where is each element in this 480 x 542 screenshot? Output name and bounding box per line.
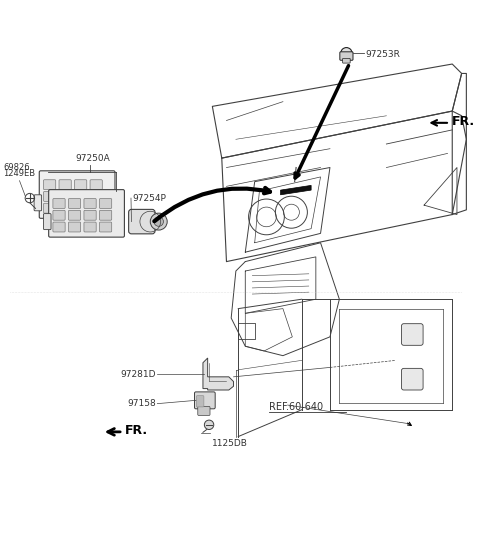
FancyBboxPatch shape <box>99 198 112 209</box>
FancyBboxPatch shape <box>196 396 204 407</box>
FancyBboxPatch shape <box>74 180 87 190</box>
FancyBboxPatch shape <box>69 210 81 220</box>
FancyBboxPatch shape <box>84 222 96 232</box>
FancyBboxPatch shape <box>90 203 102 213</box>
FancyBboxPatch shape <box>401 369 423 390</box>
Text: 69826: 69826 <box>3 163 30 172</box>
FancyBboxPatch shape <box>129 209 155 234</box>
Text: REF.60-640: REF.60-640 <box>269 402 323 412</box>
Text: 1125DB: 1125DB <box>212 439 248 448</box>
FancyBboxPatch shape <box>99 210 112 220</box>
Polygon shape <box>203 358 234 390</box>
Text: 97253R: 97253R <box>365 50 400 59</box>
FancyBboxPatch shape <box>69 198 81 209</box>
FancyBboxPatch shape <box>194 392 215 409</box>
FancyBboxPatch shape <box>44 180 56 190</box>
FancyBboxPatch shape <box>74 191 87 202</box>
FancyBboxPatch shape <box>84 210 96 220</box>
FancyBboxPatch shape <box>99 222 112 232</box>
FancyBboxPatch shape <box>90 191 102 202</box>
FancyBboxPatch shape <box>44 203 56 213</box>
Text: 97250A: 97250A <box>75 154 110 163</box>
FancyBboxPatch shape <box>59 191 71 202</box>
FancyBboxPatch shape <box>48 190 124 237</box>
FancyBboxPatch shape <box>39 171 115 218</box>
FancyBboxPatch shape <box>59 203 71 213</box>
FancyBboxPatch shape <box>44 191 56 202</box>
FancyBboxPatch shape <box>34 195 42 211</box>
Text: 97158: 97158 <box>127 399 156 408</box>
Text: FR.: FR. <box>124 424 147 437</box>
FancyBboxPatch shape <box>69 222 81 232</box>
Text: 1249EB: 1249EB <box>3 169 35 178</box>
FancyBboxPatch shape <box>90 180 102 190</box>
FancyBboxPatch shape <box>343 59 350 63</box>
FancyBboxPatch shape <box>53 210 65 220</box>
Text: 97254P: 97254P <box>132 193 166 203</box>
FancyBboxPatch shape <box>53 198 65 209</box>
Circle shape <box>341 48 352 59</box>
Polygon shape <box>281 185 311 195</box>
FancyBboxPatch shape <box>340 52 353 60</box>
FancyBboxPatch shape <box>198 406 210 415</box>
Circle shape <box>150 213 167 230</box>
Text: 97281D: 97281D <box>120 370 156 379</box>
FancyBboxPatch shape <box>59 180 71 190</box>
FancyBboxPatch shape <box>84 198 96 209</box>
FancyBboxPatch shape <box>401 324 423 345</box>
Circle shape <box>204 420 214 429</box>
FancyBboxPatch shape <box>74 203 87 213</box>
FancyBboxPatch shape <box>53 222 65 232</box>
FancyBboxPatch shape <box>44 214 51 230</box>
Text: FR.: FR. <box>452 115 475 128</box>
Circle shape <box>154 217 164 227</box>
